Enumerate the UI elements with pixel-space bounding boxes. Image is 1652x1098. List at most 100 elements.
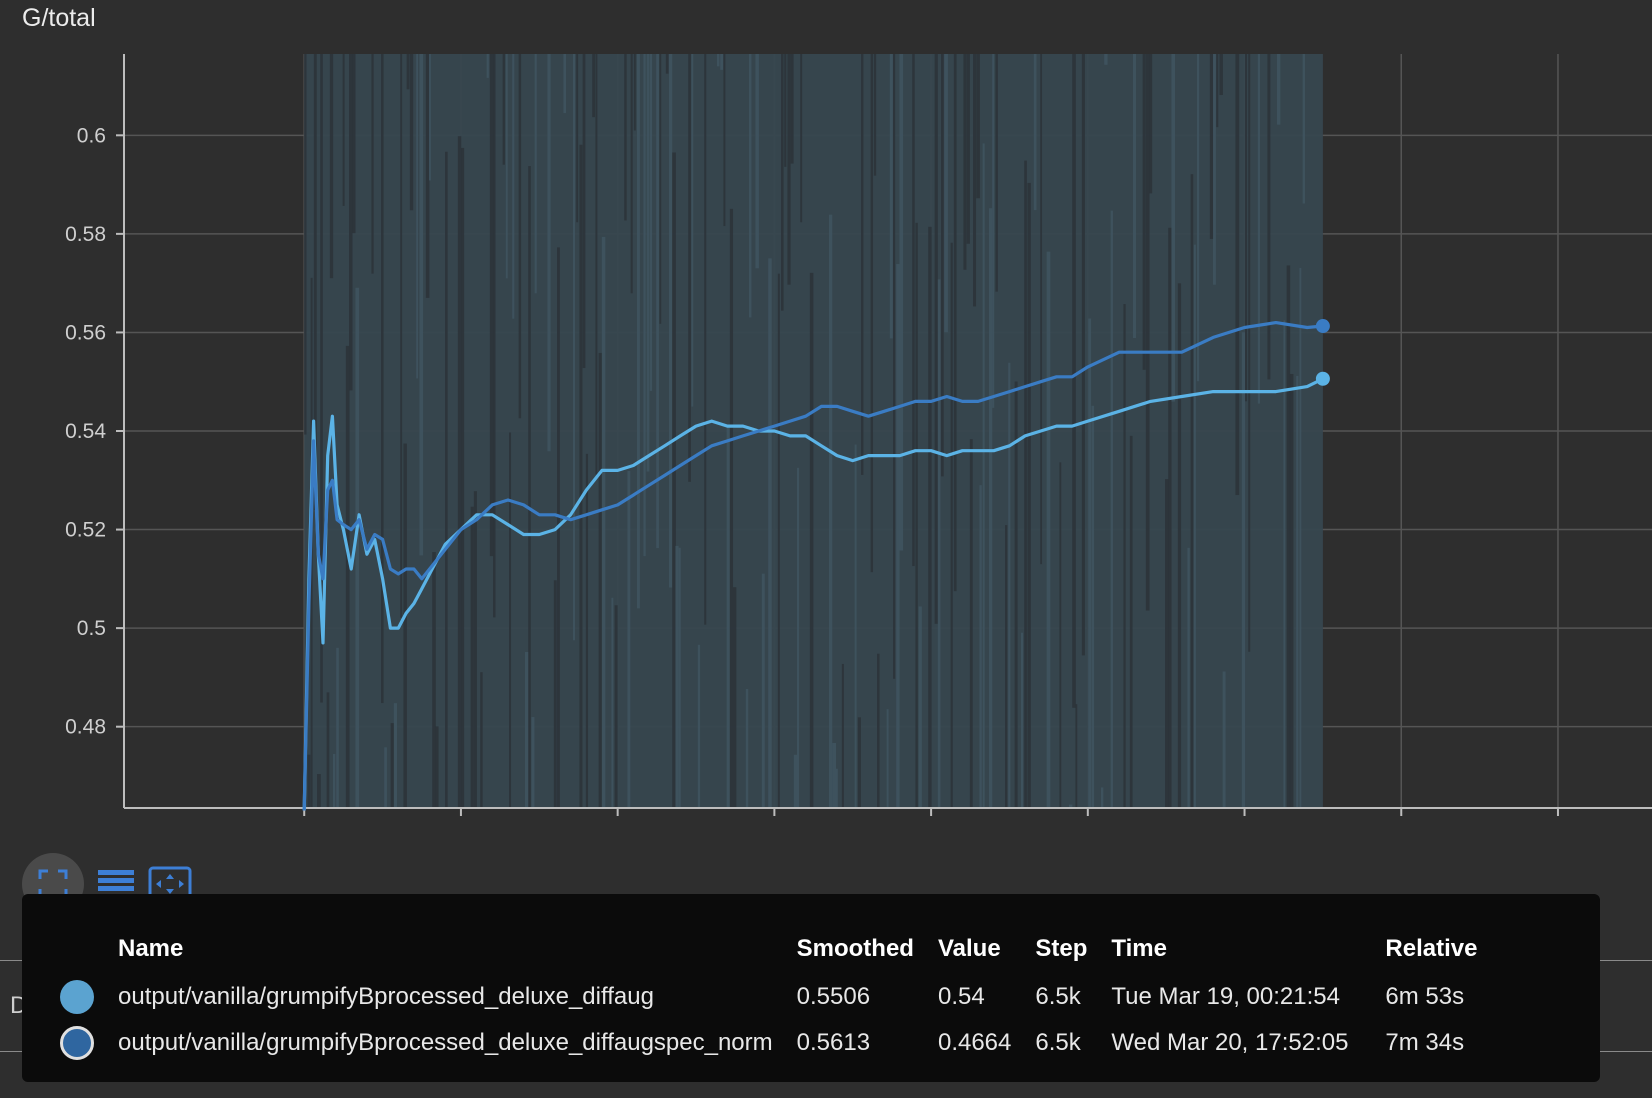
series-end-point[interactable] — [1315, 371, 1330, 386]
run-color-cell — [48, 974, 106, 1020]
raw-data-streak — [678, 547, 681, 808]
smoothed-value: 0.5613 — [796, 1029, 871, 1056]
raw-data-streak — [937, 279, 941, 808]
raw-data-streak — [371, 54, 374, 274]
raw-data-streak — [329, 54, 334, 279]
raw-data-streak — [873, 54, 877, 176]
raw-data-streak — [333, 753, 336, 808]
raw-data-streak — [637, 54, 640, 609]
chart-title: G/total — [22, 4, 96, 32]
raw-data-streak — [525, 651, 529, 808]
raw-data-streak — [649, 54, 653, 391]
raw-data-streak — [592, 54, 595, 118]
raw-data-streak — [1277, 54, 1281, 125]
raw-data-streak — [1222, 671, 1226, 808]
smoothed-value: 0.5506 — [796, 983, 871, 1010]
raw-data-streak — [1286, 265, 1291, 808]
swatch-header — [48, 930, 106, 974]
raw-data-streak — [669, 54, 673, 588]
raw-data-streak — [912, 54, 915, 567]
raw-data-streak — [473, 491, 477, 808]
raw-data-streak — [697, 644, 701, 808]
raw-data-streak — [854, 444, 857, 808]
raw-data-streak — [576, 54, 579, 223]
raw-data-streak — [1088, 318, 1092, 808]
raw-data-streak — [1283, 320, 1286, 808]
raw-data-streak — [582, 54, 586, 369]
raw-data-streak — [1008, 362, 1011, 808]
raw-data-streak — [787, 54, 791, 285]
raw-data-streak — [1040, 54, 1043, 565]
raw-data-streak — [1235, 54, 1240, 496]
raw-data-streak — [915, 222, 918, 808]
raw-data-streak — [976, 54, 980, 199]
series-end-point[interactable] — [1315, 319, 1330, 334]
raw-data-streak — [1081, 54, 1085, 656]
raw-data-streak — [691, 54, 694, 407]
raw-data-streak — [1257, 54, 1260, 404]
raw-data-streak — [1289, 373, 1294, 808]
line-chart[interactable]: 01k2k3k4k5k6k7k8k0.480.50.520.540.560.58… — [0, 0, 1652, 820]
raw-data-streak — [1110, 210, 1113, 809]
raw-data-streak — [432, 552, 436, 808]
raw-data-streak — [1129, 435, 1133, 808]
raw-data-streak — [1299, 267, 1302, 808]
raw-data-streak — [416, 54, 419, 379]
raw-value: 0.4664 — [937, 1029, 1012, 1056]
relative-value: 6m 53s — [1385, 983, 1465, 1010]
tooltip-table: Name Smoothed Value Step Time Relative o… — [48, 930, 1489, 1066]
raw-data-streak — [1296, 375, 1299, 808]
raw-data-streak — [966, 54, 970, 244]
raw-data-streak — [1104, 54, 1108, 65]
raw-data-streak — [1213, 54, 1216, 285]
raw-data-streak — [656, 54, 659, 549]
raw-data-streak — [886, 709, 889, 808]
series-line-1 — [302, 321, 1324, 811]
raw-data-streak — [1171, 54, 1175, 402]
raw-data-streak — [1101, 787, 1104, 808]
raw-data-streak — [797, 467, 800, 808]
raw-data-streak — [1177, 283, 1182, 808]
raw-data-streak — [534, 54, 537, 294]
raw-data-streak — [480, 672, 483, 808]
raw-data-streak — [381, 54, 384, 704]
raw-data-streak — [1219, 54, 1223, 96]
raw-data-streak — [1209, 54, 1214, 239]
raw-data-streak — [1197, 54, 1200, 382]
raw-data-streak — [1241, 332, 1246, 808]
raw-data-streak — [585, 453, 589, 808]
raw-data-streak — [726, 425, 730, 808]
raw-data-streak — [777, 273, 780, 808]
raw-data-streak — [1033, 54, 1037, 211]
raw-data-streak — [790, 54, 794, 164]
raw-data-streak — [969, 439, 973, 808]
raw-data-streak — [1091, 405, 1095, 808]
table-row: output/vanilla/grumpifyBprocessed_deluxe… — [48, 1020, 1489, 1066]
raw-data-streak — [445, 151, 448, 809]
raw-data-streak — [409, 54, 414, 211]
step-value: 6.5k — [1035, 1029, 1081, 1056]
raw-data-streak — [918, 606, 922, 808]
raw-data-streak — [435, 726, 439, 808]
raw-data-streak — [1005, 525, 1008, 808]
relative-header: Relative — [1385, 935, 1478, 962]
raw-data-streak — [717, 54, 720, 67]
raw-data-streak — [992, 54, 995, 408]
raw-data-streak — [624, 54, 627, 221]
raw-data-streak — [579, 144, 583, 808]
raw-data-streak — [307, 754, 311, 808]
raw-data-streak — [509, 432, 512, 808]
raw-data-streak — [745, 688, 749, 808]
raw-data-streak — [1216, 54, 1219, 128]
raw-data-streak — [979, 485, 982, 808]
raw-data-band — [304, 54, 1323, 809]
raw-data-streak — [720, 54, 724, 70]
raw-data-streak — [553, 580, 557, 808]
fullscreen-icon — [38, 869, 68, 899]
series-line-0 — [302, 377, 1324, 811]
raw-data-streak — [429, 54, 431, 181]
raw-data-streak — [1059, 462, 1062, 808]
raw-data-streak — [1187, 547, 1190, 808]
raw-data-streak — [320, 54, 323, 703]
time-value: Tue Mar 19, 00:21:54 — [1111, 983, 1340, 1010]
